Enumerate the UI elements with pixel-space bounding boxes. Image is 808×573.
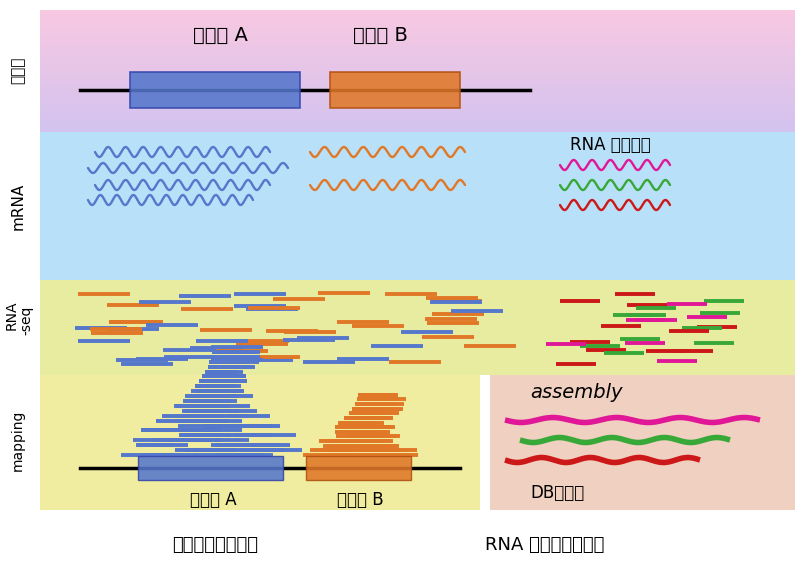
Bar	[40, 75, 795, 80]
Text: RNA ウイルス: RNA ウイルス	[570, 136, 650, 154]
Text: -seq: -seq	[19, 305, 33, 335]
Bar	[40, 100, 795, 104]
Text: ゲノム: ゲノム	[11, 56, 26, 84]
Bar	[40, 128, 795, 133]
Bar	[40, 83, 795, 88]
Bar	[40, 132, 795, 280]
Bar	[306, 456, 411, 480]
Text: mapping: mapping	[11, 409, 25, 470]
Bar	[40, 79, 795, 84]
Bar	[40, 14, 795, 19]
Bar	[40, 42, 795, 48]
Bar	[138, 456, 283, 480]
Bar	[40, 104, 795, 109]
Bar	[40, 26, 795, 32]
Bar	[40, 95, 795, 100]
Bar	[40, 116, 795, 121]
Bar	[40, 375, 480, 510]
Bar	[40, 91, 795, 96]
Bar	[40, 30, 795, 36]
Text: DBと照合: DBと照合	[530, 484, 584, 502]
Text: RNA ウイルスの検出: RNA ウイルスの検出	[486, 536, 604, 554]
Bar	[40, 280, 795, 375]
Bar	[40, 22, 795, 28]
Text: 遺伝子 A: 遺伝子 A	[190, 491, 236, 509]
Bar	[330, 72, 460, 108]
Bar	[40, 55, 795, 60]
Bar	[40, 50, 795, 56]
Bar	[40, 87, 795, 92]
Bar	[40, 71, 795, 76]
Bar	[40, 46, 795, 52]
Text: リード数の定量化: リード数の定量化	[172, 536, 258, 554]
Bar	[40, 108, 795, 113]
Text: assembly: assembly	[530, 383, 622, 402]
Bar	[40, 63, 795, 68]
Bar	[130, 72, 300, 108]
Bar	[40, 38, 795, 44]
Bar	[490, 375, 795, 510]
Text: RNA: RNA	[5, 300, 19, 329]
Text: 遺伝子 B: 遺伝子 B	[337, 491, 383, 509]
Bar	[40, 10, 795, 15]
Bar	[40, 124, 795, 129]
Bar	[40, 59, 795, 64]
Text: 遺伝子 A: 遺伝子 A	[192, 26, 247, 45]
Bar	[40, 67, 795, 72]
Bar	[40, 112, 795, 117]
Bar	[40, 18, 795, 23]
Bar	[40, 34, 795, 40]
Text: mRNA: mRNA	[11, 182, 26, 230]
Bar	[40, 120, 795, 125]
Text: 遺伝子 B: 遺伝子 B	[352, 26, 407, 45]
